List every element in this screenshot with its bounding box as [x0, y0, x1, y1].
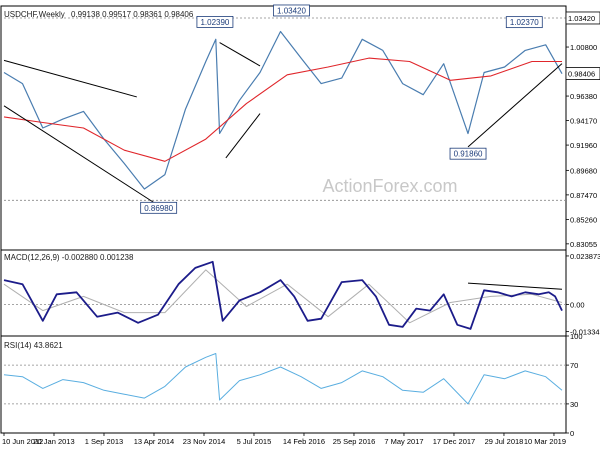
price-tick-label-9: 0.83055	[570, 240, 597, 249]
x-tick-label-7: 25 Sep 2016	[333, 437, 376, 446]
rsi-tick-label-0: 100	[570, 332, 583, 341]
x-tick-label-3: 13 Apr 2014	[134, 437, 174, 446]
price-trendline-4	[467, 63, 563, 148]
macd-signal-line	[3, 269, 563, 324]
price-annotation-label-0: 1.02390	[200, 18, 229, 27]
price-annotation-box-1	[273, 4, 310, 17]
price-annotation-box-0	[196, 16, 234, 28]
x-tick-label-6: 14 Feb 2016	[283, 437, 325, 446]
price-panel	[0, 5, 567, 251]
symbol-timeframe: USDCHF,Weekly	[4, 10, 65, 19]
high-price-tag	[565, 11, 600, 25]
rsi-tick-label-3: 0	[570, 429, 574, 438]
x-tick-label-2: 1 Sep 2013	[85, 437, 123, 446]
rsi-tick-label-2: 30	[570, 400, 578, 409]
price-series-line	[3, 30, 563, 190]
price-annotation-label-3: 0.91860	[454, 150, 483, 159]
last-price-label: 0.98406	[568, 70, 595, 79]
x-tick-label-0: 10 Jun 2012	[2, 437, 43, 446]
macd-tick-label-0: 0.023873	[570, 252, 600, 261]
rsi-line	[3, 353, 563, 405]
price-tick-label-0: 1.03420	[568, 14, 595, 23]
macd-tick-label-1: 0.00	[570, 300, 585, 309]
macd-tick-label-2: -0.013346	[570, 328, 600, 337]
rsi-tick-label-1: 70	[570, 361, 578, 370]
price-tick-label-3: 0.96380	[570, 92, 597, 101]
macd-panel	[0, 249, 567, 337]
symbol-header: USDCHF,Weekly 0.99138 0.99517 0.98361 0.…	[4, 10, 194, 19]
price-annotation-box-4	[505, 16, 543, 29]
price-tick-label-1: 1.00800	[570, 43, 597, 52]
x-tick-label-8: 7 May 2017	[384, 437, 423, 446]
rsi-title: RSI(14) 43.8621	[4, 341, 63, 350]
x-tick-label-4: 23 Nov 2014	[183, 437, 226, 446]
price-trendline-2	[219, 42, 261, 67]
watermark: ActionForex.com	[322, 176, 457, 196]
price-trendline-3	[225, 113, 261, 159]
price-annotation-label-1: 1.03420	[277, 6, 306, 15]
price-tick-label-7: 0.87470	[570, 191, 597, 200]
price-tick-label-8: 0.85260	[570, 215, 597, 224]
price-annotation-label-2: 0.86980	[144, 204, 173, 213]
last-price-tag	[565, 67, 600, 80]
price-tick-label-4: 0.94170	[570, 117, 597, 126]
price-tick-label-5: 0.91960	[570, 141, 597, 150]
moving-average-line	[3, 57, 562, 162]
price-tick-label-6: 0.89680	[570, 166, 597, 175]
macd-main-line	[3, 260, 563, 330]
price-annotation-label-4: 1.02370	[510, 18, 539, 27]
ohlc-readout: 0.99138 0.99517 0.98361 0.98406	[71, 10, 194, 19]
x-tick-label-5: 5 Jul 2015	[237, 437, 272, 446]
price-trendline-0	[3, 59, 137, 98]
rsi-layer	[3, 353, 566, 405]
rsi-panel	[0, 335, 567, 434]
x-tick-label-11: 10 Mar 2019	[524, 437, 566, 446]
macd-layer	[3, 260, 566, 330]
x-tick-label-10: 29 Jul 2018	[485, 437, 524, 446]
x-tick-label-1: 20 Jan 2013	[33, 437, 74, 446]
axis-layer: 1.03420 1.00800 0.98406 0.96380 0.94170 0.919…	[2, 11, 600, 446]
price-annotation-box-3	[449, 147, 487, 160]
price-annotation-box-2	[140, 201, 178, 214]
macd-title: MACD(12,26,9) -0.002880 0.001238	[4, 253, 134, 262]
price-trendline-1	[3, 105, 159, 207]
macd-trendline-0	[468, 282, 563, 290]
x-tick-label-9: 17 Dec 2017	[433, 437, 476, 446]
price-layer: 1.02390 1.03420 0.86980 0.91860 1.02370	[3, 4, 566, 214]
